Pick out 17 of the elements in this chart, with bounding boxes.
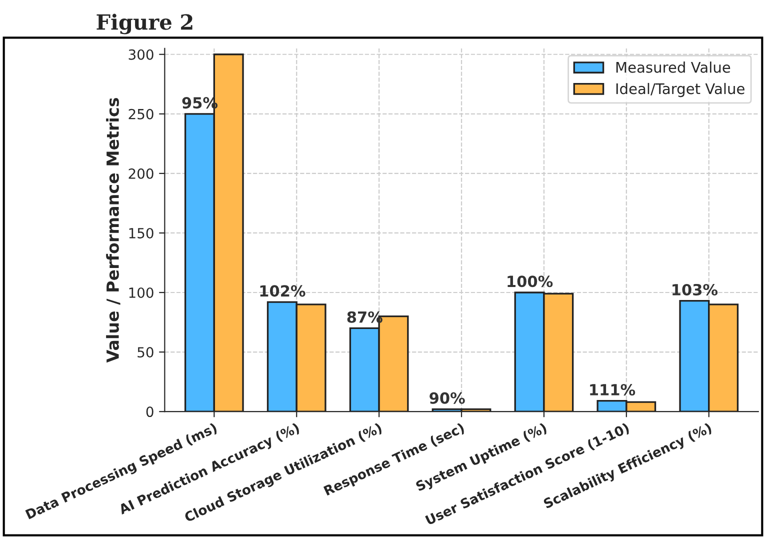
y-tick-label: 250 (128, 108, 154, 120)
y-tick-label: 300 (128, 49, 154, 60)
y-axis-title: Value / Performance Metrics (106, 98, 120, 363)
y-tick-label: 0 (146, 406, 154, 418)
y-tick-label: 50 (138, 347, 154, 358)
y-tick-label: 100 (129, 287, 154, 298)
annotation: 100% (508, 276, 553, 288)
annotation: 111% (590, 384, 636, 396)
annotation: 90% (430, 392, 465, 404)
annotation: 103% (672, 284, 718, 296)
annotation: 102% (260, 285, 306, 297)
y-tick-label: 150 (129, 228, 154, 238)
legend-label: Measured Value (616, 62, 730, 73)
annotation: 87% (347, 311, 382, 323)
chart-title: Figure 2 (96, 14, 192, 34)
y-tick-label: 200 (128, 168, 154, 179)
legend-label: Ideal/Target Value (616, 82, 744, 98)
